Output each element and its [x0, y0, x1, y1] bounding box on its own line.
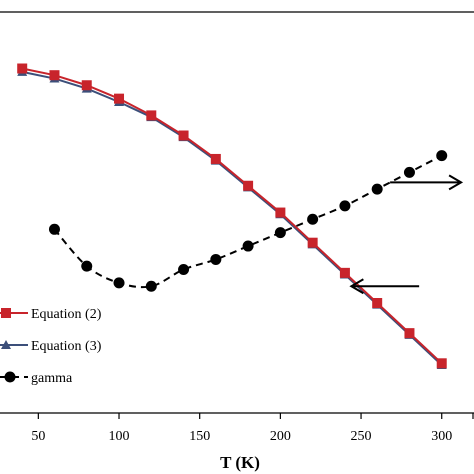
series-line-equation-2: [22, 67, 443, 365]
data-point-gamma: [113, 277, 125, 289]
legend: Equation (2) Equation (3) gamma: [0, 307, 102, 386]
legend-label: Equation (3): [31, 339, 102, 354]
x-tick-label: 150: [189, 429, 210, 444]
x-tick-label: 50: [31, 429, 45, 444]
data-point-gamma: [403, 166, 415, 178]
data-point-equation-2: [146, 110, 157, 121]
data-point-equation-2: [372, 298, 383, 308]
legend-item: Equation (3): [0, 339, 102, 354]
data-point-equation-2: [49, 70, 60, 81]
data-point-gamma: [339, 200, 351, 212]
data-point-gamma: [178, 264, 190, 275]
x-axis-tick-labels: 50 100 150 200 250 300: [31, 429, 452, 444]
data-point-gamma: [48, 223, 60, 235]
legend-swatch-marker: [1, 340, 11, 349]
data-point-gamma: [81, 260, 93, 272]
data-point-gamma: [145, 280, 157, 292]
data-point-equation-2: [404, 328, 415, 339]
data-point-equation-2: [275, 207, 286, 218]
data-point-equation-2: [178, 130, 189, 141]
legend-label: Equation (2): [31, 307, 102, 322]
data-point-gamma: [210, 253, 222, 265]
arrow-head: [349, 278, 364, 295]
data-point-equation-2: [17, 63, 28, 74]
legend-item: gamma: [0, 371, 73, 386]
data-point-equation-2: [307, 237, 318, 248]
legend-label: gamma: [31, 371, 73, 386]
legend-swatch-marker: [4, 371, 16, 383]
arrow-left: [349, 278, 420, 295]
arrow-right: [390, 174, 464, 191]
data-point-gamma: [307, 213, 319, 225]
data-point-equation-2: [243, 180, 254, 191]
series-line-equation-3: [22, 70, 443, 366]
data-point-equation-2: [436, 358, 447, 369]
data-point-equation-2: [114, 93, 125, 104]
x-tick-label: 300: [431, 429, 452, 444]
arrow-head: [448, 174, 464, 191]
data-point-equation-2: [81, 80, 92, 91]
series-gamma: [48, 150, 448, 292]
data-point-equation-2: [210, 153, 221, 164]
data-point-gamma: [371, 183, 383, 195]
data-point-gamma: [274, 227, 286, 239]
legend-swatch-marker: [1, 308, 11, 318]
x-tick-label: 200: [270, 429, 291, 444]
x-axis-ticks: [37, 413, 474, 419]
series-layer: [17, 63, 448, 369]
data-point-gamma: [436, 150, 448, 162]
annotation-arrows: [349, 174, 464, 295]
x-tick-label: 100: [109, 429, 130, 444]
series-equation-3: [17, 66, 447, 369]
series-equation-2: [17, 63, 447, 369]
data-point-gamma: [242, 240, 254, 252]
data-point-equation-2: [339, 267, 350, 278]
plot-frame: [0, 11, 474, 414]
x-tick-label: 250: [351, 429, 372, 444]
series-line-gamma: [53, 154, 443, 289]
legend-item: Equation (2): [0, 307, 102, 322]
x-axis-title: T (K): [220, 453, 260, 472]
